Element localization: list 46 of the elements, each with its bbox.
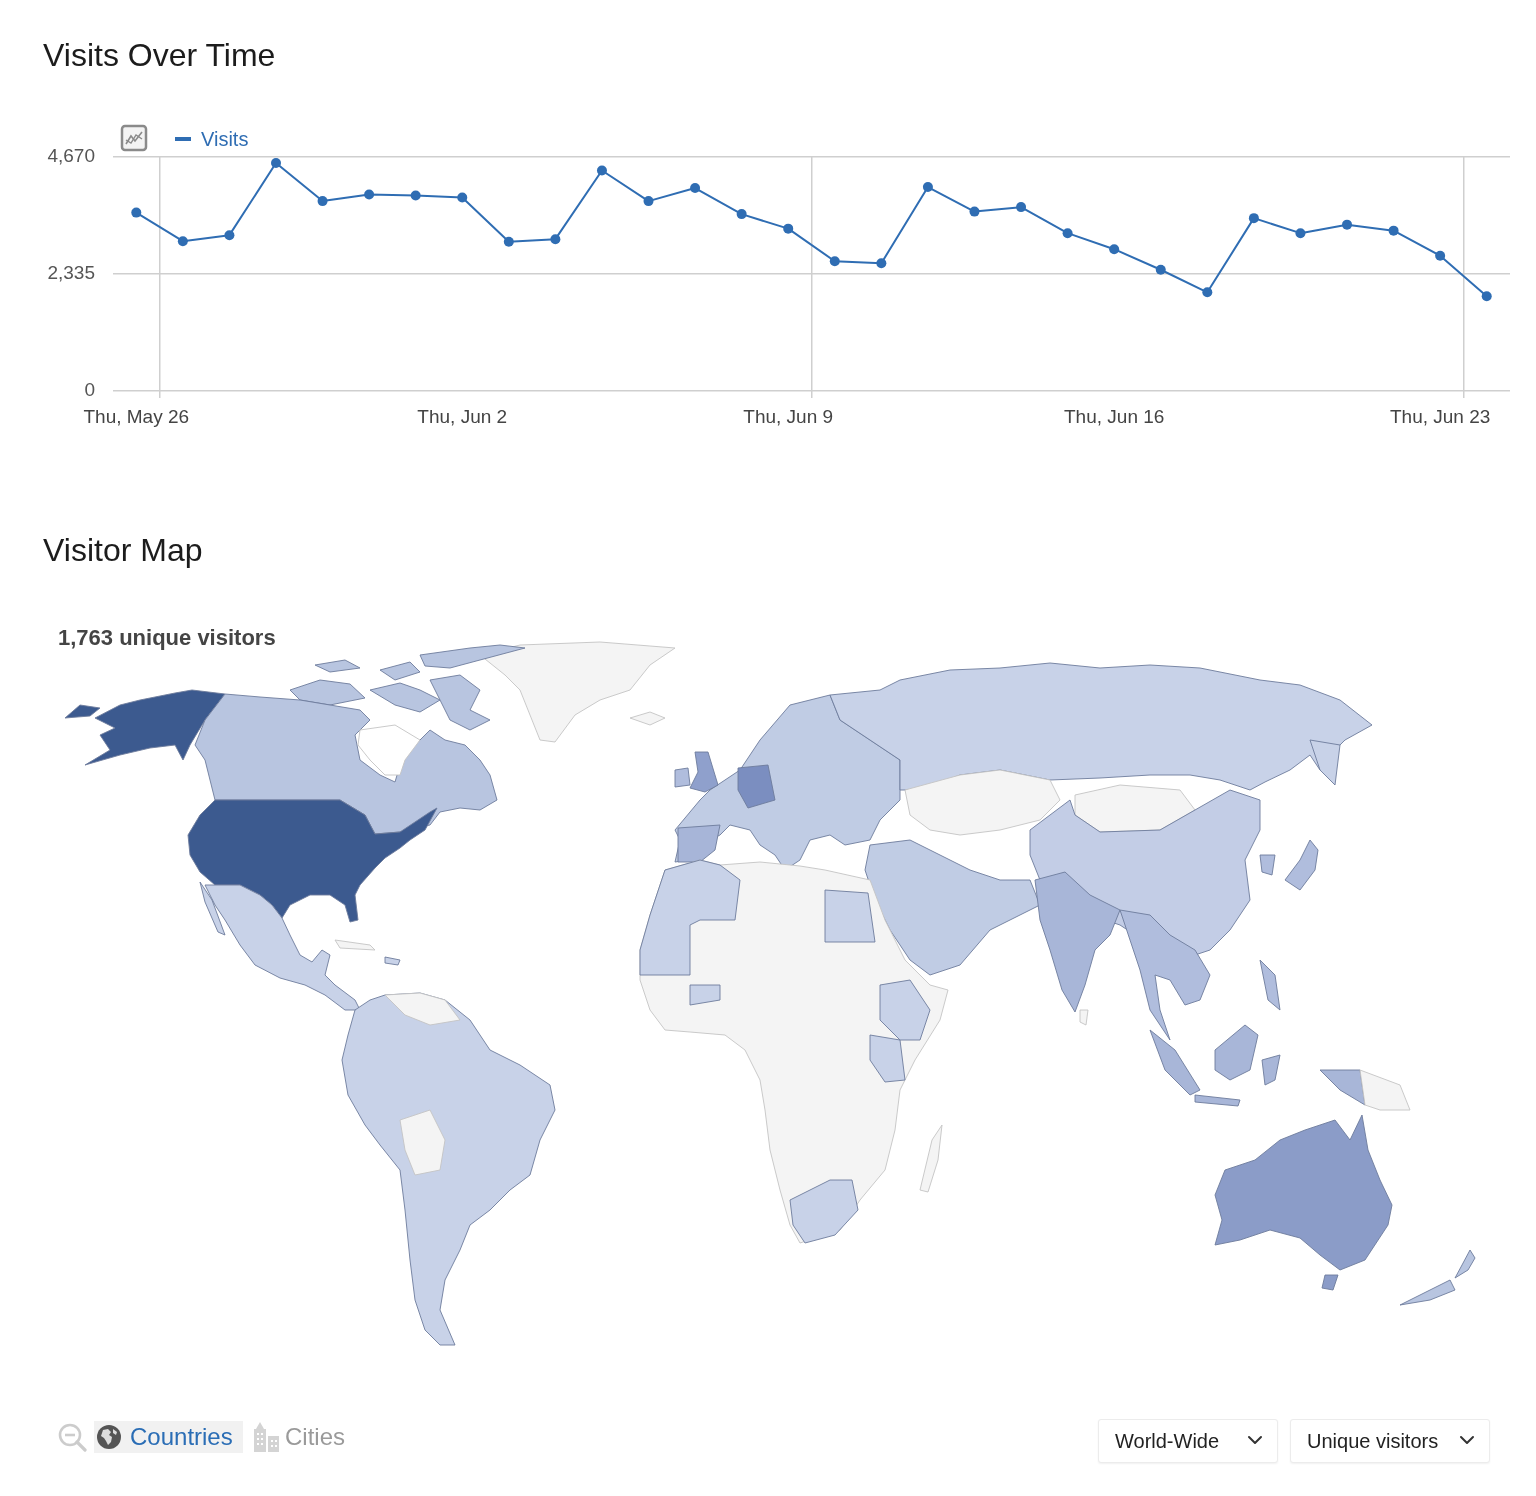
x-tick-label: Thu, Jun 16 (1064, 405, 1165, 427)
point (876, 258, 887, 269)
point (131, 207, 142, 218)
point (1295, 228, 1306, 239)
y-tick-label: 2,335 (47, 262, 95, 284)
y-tick-label: 4,670 (47, 145, 95, 167)
point (1388, 225, 1399, 236)
point (1435, 250, 1446, 261)
point (783, 223, 794, 234)
y-tick-label: 0 (84, 379, 95, 401)
point (177, 236, 188, 247)
point (1202, 287, 1213, 298)
point (550, 234, 561, 245)
point (1155, 264, 1166, 275)
point (922, 182, 933, 193)
point (1248, 213, 1259, 224)
point (969, 206, 980, 217)
text: Cities (285, 1422, 346, 1452)
text: World-Wide (1115, 1429, 1220, 1454)
point (270, 158, 281, 169)
point (1481, 291, 1492, 302)
chart-title: Visits Over Time (43, 36, 276, 74)
point (736, 209, 747, 220)
x-tick-label: Thu, Jun 2 (417, 405, 508, 427)
point (317, 196, 328, 207)
point (410, 190, 421, 201)
x-tick-label: Thu, May 26 (83, 405, 190, 427)
point (829, 256, 840, 267)
text: Visitor Map (43, 531, 203, 569)
point (364, 189, 375, 200)
point (1342, 219, 1353, 230)
x-tick-label: Thu, Jun 9 (743, 405, 834, 427)
point (1062, 228, 1073, 239)
point (690, 183, 701, 194)
text: 1,763 unique visitors (58, 624, 276, 652)
point (224, 230, 235, 241)
point (1109, 244, 1120, 255)
point (503, 236, 514, 247)
point (1016, 202, 1027, 213)
text: Unique visitors (1307, 1429, 1439, 1454)
legend-label: Visits (201, 127, 249, 150)
point (457, 192, 468, 203)
text: Countries (130, 1422, 233, 1452)
x-tick-label: Thu, Jun 23 (1389, 405, 1491, 427)
point (596, 165, 607, 176)
point (643, 196, 654, 207)
